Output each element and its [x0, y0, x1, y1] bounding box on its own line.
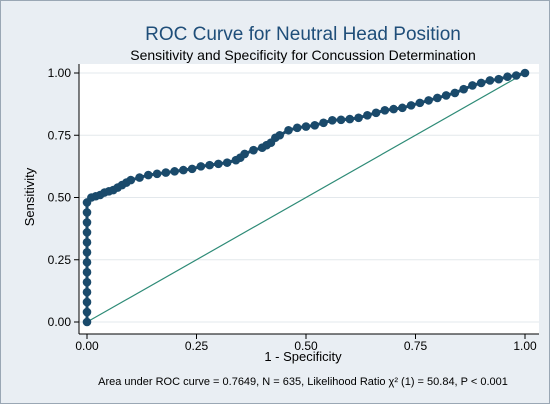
reference-line: [86, 72, 526, 323]
roc-point: [415, 98, 425, 108]
roc-point: [301, 122, 311, 131]
roc-point: [468, 81, 477, 90]
y-axis-label: Sensitivity: [22, 167, 37, 226]
roc-point: [494, 74, 504, 84]
roc-point: [82, 317, 92, 327]
roc-point: [406, 101, 416, 110]
roc-point: [82, 218, 92, 227]
axes: [74, 64, 539, 339]
y-tick-label: 0.75: [48, 128, 72, 142]
x-tick-label: 0.75: [404, 339, 428, 353]
tick-labels: 0.00 0.25 0.50 0.75 1.00 0.00 0.25 0.50 0.75 1.00: [48, 66, 537, 353]
roc-point: [310, 120, 320, 130]
x-tick-label: 0.00: [75, 339, 99, 353]
roc-point: [187, 164, 197, 174]
roc-point: [459, 84, 468, 94]
roc-point: [82, 307, 92, 317]
roc-point: [240, 149, 249, 159]
roc-point: [284, 125, 293, 135]
roc-point: [363, 111, 372, 120]
chart-title: ROC Curve for Neutral Head Position: [145, 24, 461, 45]
y-tick-label: 0.00: [48, 315, 72, 329]
y-tick-label: 1.00: [48, 66, 72, 80]
roc-point: [441, 91, 451, 100]
roc-point: [319, 118, 328, 128]
roc-point: [222, 158, 232, 167]
roc-point: [476, 78, 486, 88]
reference-line-layer: [86, 72, 526, 323]
roc-point: [433, 93, 442, 103]
gridlines: [79, 72, 539, 323]
roc-point: [82, 267, 92, 277]
chart-subtitle: Sensitivity and Specificity for Concussi…: [130, 47, 476, 63]
roc-point: [82, 247, 92, 257]
roc-point: [389, 104, 398, 114]
x-tick-label: 0.25: [185, 339, 209, 353]
roc-point: [398, 103, 407, 113]
roc-point: [82, 277, 92, 287]
roc-point: [82, 228, 92, 237]
roc-point: [511, 71, 521, 80]
x-tick-label: 0.50: [294, 339, 318, 353]
roc-point: [82, 257, 92, 267]
roc-point: [82, 297, 92, 307]
roc-point: [520, 68, 530, 78]
roc-point: [152, 169, 162, 179]
roc-point: [249, 145, 258, 155]
roc-point: [345, 114, 355, 124]
roc-point: [354, 113, 363, 123]
roc-point: [126, 175, 136, 185]
roc-point: [161, 168, 171, 177]
roc-point: [135, 173, 144, 182]
roc-point: [292, 123, 302, 133]
y-tick-label: 0.50: [48, 191, 72, 205]
roc-point: [336, 115, 346, 125]
x-axis-label: 1 - Specificity: [264, 349, 342, 364]
roc-point: [179, 165, 188, 175]
chart-note: Area under ROC curve = 0.7649, N = 635, …: [98, 376, 508, 388]
roc-point: [371, 108, 381, 118]
roc-point: [82, 208, 92, 217]
roc-point: [275, 130, 285, 140]
roc-point: [503, 72, 512, 82]
roc-point: [327, 116, 337, 125]
x-tick-label: 1.00: [513, 339, 537, 353]
roc-point: [424, 96, 433, 105]
roc-point: [450, 88, 460, 98]
roc-point: [485, 76, 495, 85]
roc-point: [196, 162, 206, 171]
roc-point: [380, 106, 390, 115]
roc-point: [82, 238, 92, 247]
roc-curve-layer: [82, 68, 530, 327]
y-tick-label: 0.25: [48, 253, 72, 267]
roc-point: [205, 160, 214, 170]
roc-point: [214, 159, 223, 169]
roc-point: [82, 287, 92, 297]
roc-point: [170, 167, 179, 176]
roc-point: [144, 170, 153, 180]
